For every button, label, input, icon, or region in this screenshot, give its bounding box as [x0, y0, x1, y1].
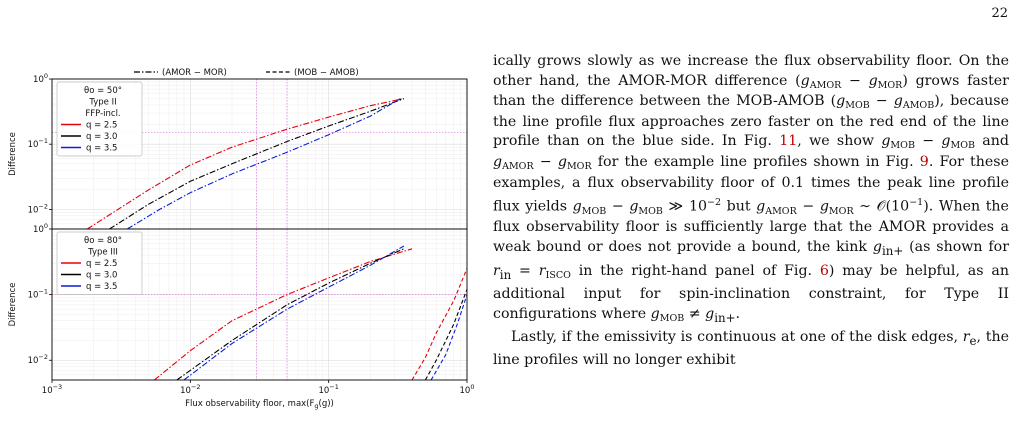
legend-box — [56, 81, 143, 157]
series-q-3-0-amor-mor- — [176, 248, 405, 380]
series-q-3-5-mob-amob- — [430, 294, 467, 380]
x-tick-label: 10−3 — [42, 383, 62, 396]
legend-entry: q = 2.5 — [86, 259, 117, 269]
legend-entry: q = 3.0 — [86, 132, 117, 142]
legend-box — [56, 231, 143, 295]
series-q-3-5 — [127, 98, 401, 229]
x-tick-label: 10−2 — [180, 383, 200, 396]
legend-heading: θo = 50° — [84, 86, 122, 96]
x-tick-label: 100 — [460, 383, 475, 396]
y-tick-label: 10−2 — [28, 202, 48, 215]
series-q-2-5 — [87, 98, 405, 229]
paragraph-1: ically grows slowly as we increase the f… — [493, 53, 1009, 325]
panel-1: 10−2 10−1 100 Difference θo = 50° Type IIFFP-… — [8, 72, 468, 230]
fig-ref-11[interactable]: 11 — [779, 133, 798, 150]
series-q-2-5-mob-amob- — [411, 268, 467, 380]
y-tick-label: 100 — [33, 222, 48, 235]
x-axis-label: Flux observability floor, max(Fg(g)) — [185, 399, 334, 410]
y-axis-label: Difference — [8, 283, 18, 327]
legend-heading: FFP-incl. — [85, 109, 120, 119]
y-tick-label: 10−2 — [28, 353, 48, 366]
figure-difference-vs-flux-floor: (AMOR − MOR) (MOB − AMOB) 10−2 10−1 100 Diffe… — [8, 68, 475, 410]
legend-heading: θo = 80° — [84, 236, 122, 246]
body-text: ically grows slowly as we increase the f… — [493, 52, 1009, 371]
page-number: 22 — [991, 6, 1008, 21]
legend-label-amor-mor: (AMOR − MOR) — [162, 68, 227, 78]
y-axis-label: Difference — [8, 132, 18, 176]
legend-label-mob-amob: (MOB − AMOB) — [294, 68, 359, 78]
legend-entry: q = 2.5 — [86, 121, 117, 131]
y-tick-label: 10−1 — [28, 288, 48, 301]
series-q-3-0 — [109, 98, 405, 229]
paragraph-2: Lastly, if the emissivity is continuous … — [493, 328, 1009, 369]
fig-ref-6[interactable]: 6 — [819, 262, 829, 279]
x-tick-label: 10−1 — [318, 383, 338, 396]
y-tick-label: 100 — [33, 72, 48, 85]
y-tick-label: 10−1 — [28, 137, 48, 150]
legend-heading: Type III — [87, 248, 118, 258]
legend-entry: q = 3.0 — [86, 271, 117, 281]
legend-heading: Type II — [88, 98, 116, 108]
fig-ref-9[interactable]: 9 — [919, 153, 929, 170]
series-q-3-5-amor-mor- — [183, 245, 405, 380]
plot-frame — [51, 228, 468, 381]
series-q-2-5-amor-mor- — [154, 248, 413, 380]
legend-entry: q = 3.5 — [86, 282, 117, 292]
legend-entry: q = 3.5 — [86, 144, 117, 154]
series-q-3-0-mob-amob- — [424, 289, 467, 380]
